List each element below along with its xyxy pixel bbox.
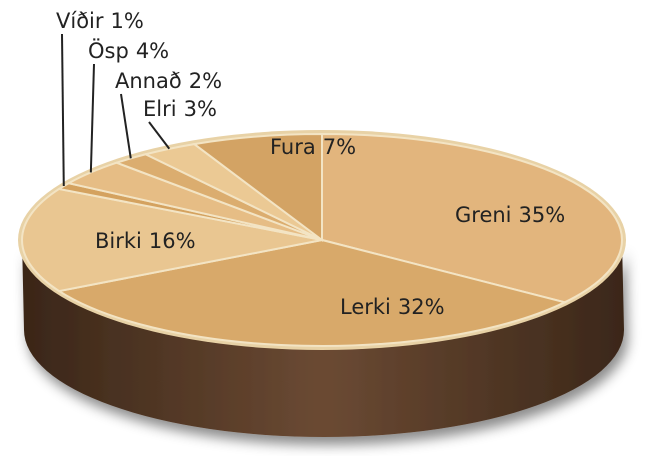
category-label: Víðir: [56, 9, 104, 33]
category-label: Elri: [143, 97, 177, 121]
category-label: Birki: [95, 229, 142, 253]
category-label: Lerki: [340, 295, 391, 319]
value-label: 16%: [149, 229, 196, 253]
slice-label: Ösp 4%: [88, 38, 169, 63]
leader-line: [91, 64, 94, 172]
value-label: 1%: [111, 9, 144, 33]
slice-label: Fura 7%: [270, 135, 356, 159]
slice-label: Annað 2%: [115, 69, 222, 93]
slice-label: Greni 35%: [455, 203, 565, 227]
value-label: 3%: [184, 97, 217, 121]
slice-label: Víðir 1%: [56, 9, 144, 33]
value-label: 2%: [189, 69, 222, 93]
leader-line: [149, 122, 169, 149]
leader-line: [121, 94, 131, 158]
value-label: 7%: [323, 135, 356, 159]
value-label: 35%: [519, 203, 566, 227]
chart: Greni 35% Lerki 32% Birki 16% Víðir 1% Ösp 4% Anna…: [0, 0, 649, 456]
category-label: Annað: [115, 69, 182, 93]
value-label: 32%: [398, 295, 445, 319]
category-label: Ösp: [88, 38, 129, 63]
category-label: Greni: [455, 203, 512, 227]
leader-line: [62, 34, 64, 186]
category-label: Fura: [270, 135, 316, 159]
value-label: 4%: [136, 39, 169, 63]
slice-label: Elri 3%: [143, 97, 217, 121]
